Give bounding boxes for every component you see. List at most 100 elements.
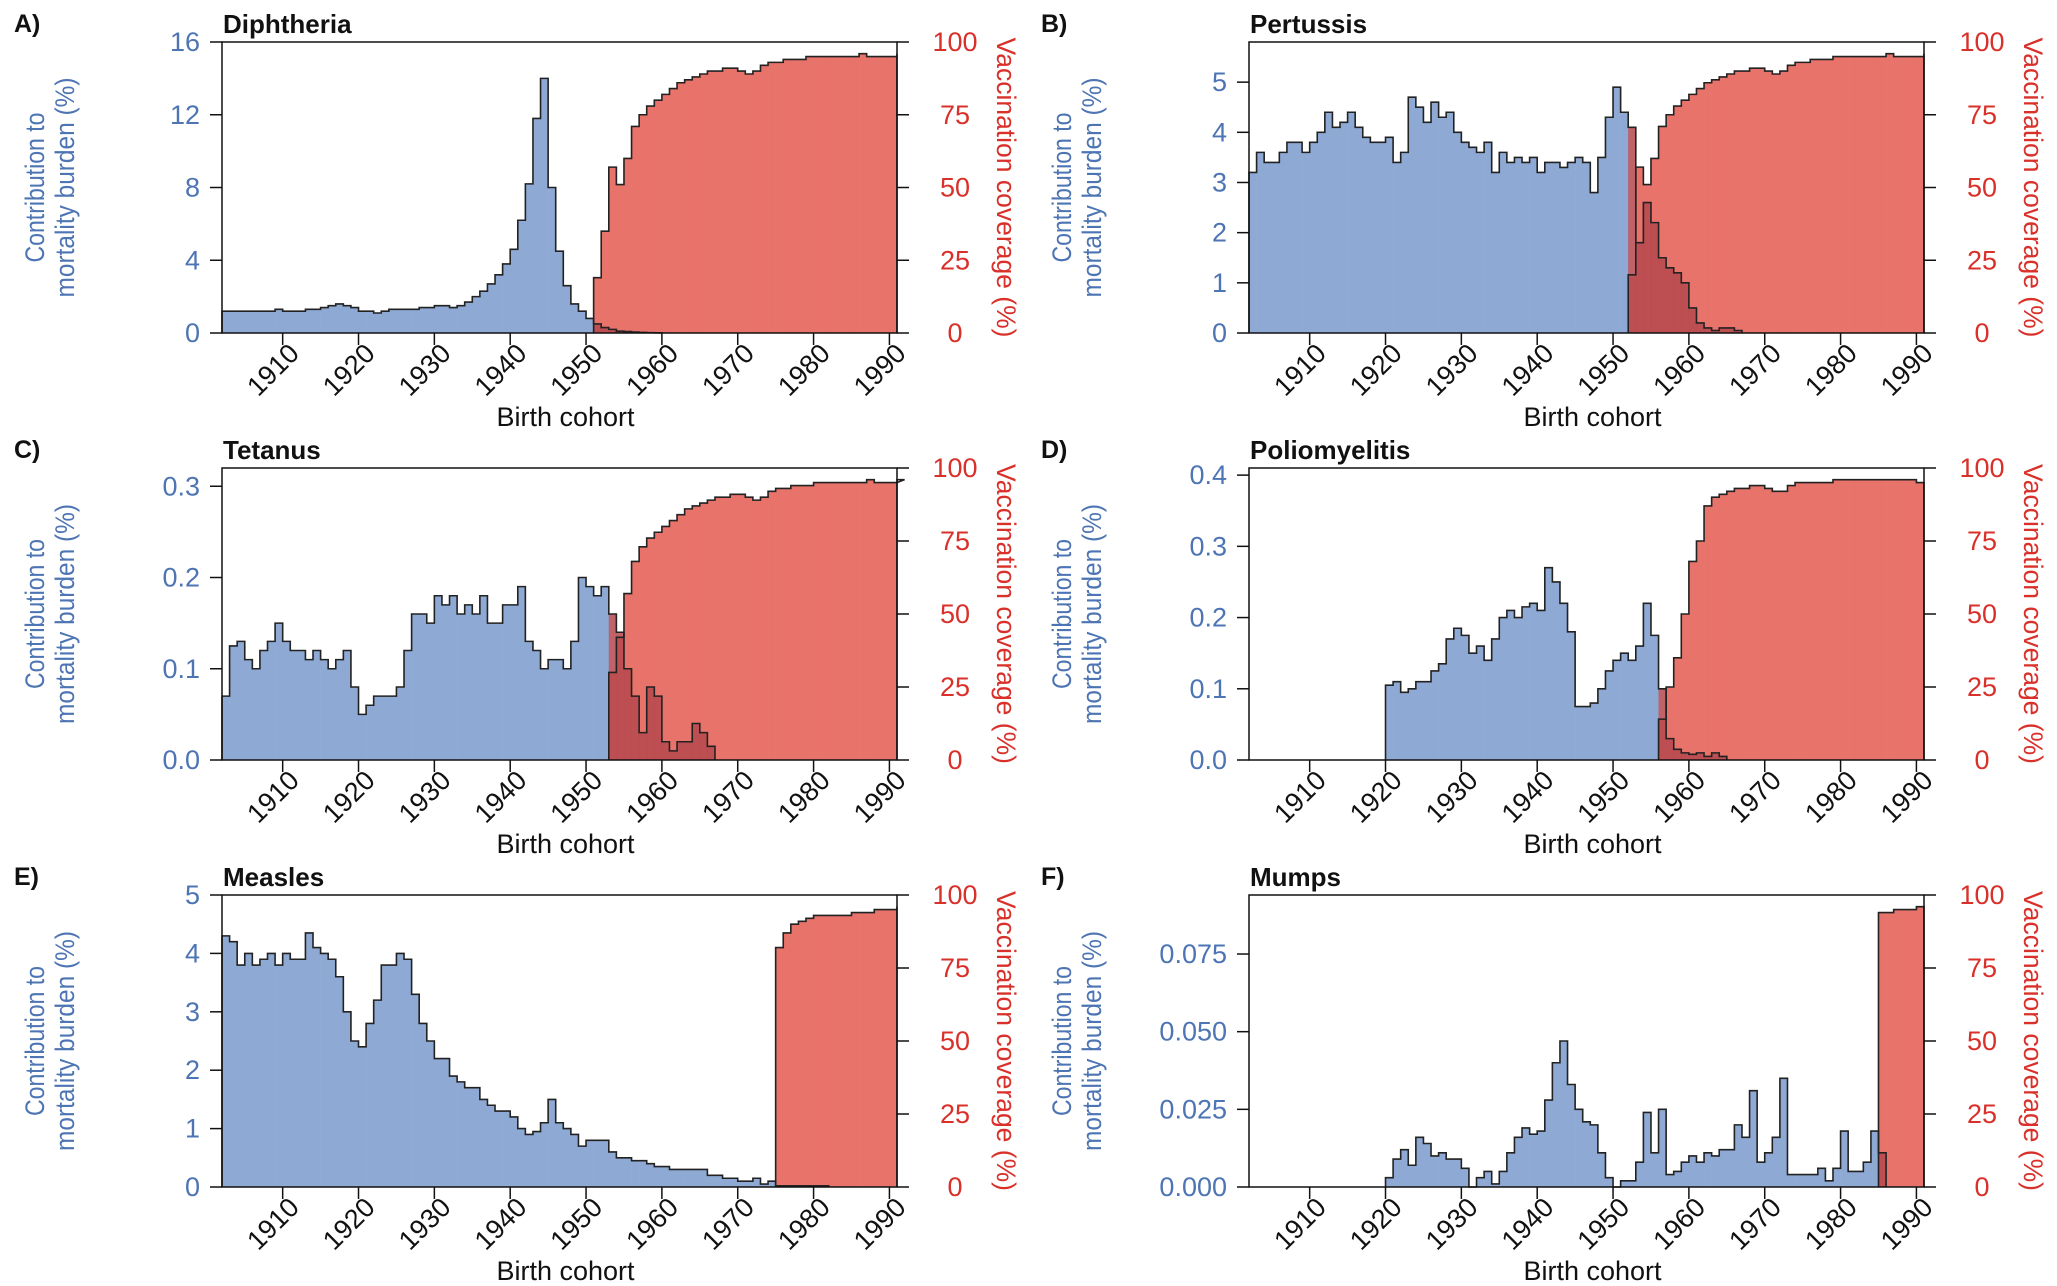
burden-bar: [1484, 660, 1492, 760]
coverage-bar: [859, 912, 867, 1187]
burden-bar: [1385, 685, 1394, 760]
burden-bar: [426, 307, 435, 333]
burden-bar: [593, 1140, 602, 1187]
burden-bar: [1249, 172, 1257, 333]
burden-bar: [1446, 638, 1455, 760]
burden-bar: [639, 732, 648, 760]
burden-bar: [282, 311, 291, 333]
burden-bar: [328, 305, 337, 333]
burden-bar: [586, 318, 594, 333]
x-tick-label: 1930: [1420, 338, 1484, 402]
right-tick-label: 100: [1959, 880, 2004, 910]
coverage-bar: [1901, 909, 1910, 1187]
burden-bar: [237, 641, 246, 760]
right-axis-label: Vaccination coverage (%): [2018, 464, 2048, 764]
coverage-bar: [1666, 687, 1675, 760]
coverage-bar: [1779, 71, 1788, 333]
right-tick-label: 50: [940, 599, 970, 629]
coverage-bar: [1901, 56, 1910, 334]
burden-bar: [472, 614, 481, 760]
burden-bars: [1249, 87, 1743, 333]
burden-bar: [532, 1131, 541, 1187]
burden-bar: [631, 696, 640, 760]
burden-bar: [768, 1181, 776, 1187]
burden-bar: [1567, 1084, 1576, 1187]
burden-bar: [1764, 1152, 1773, 1187]
burden-bar: [343, 1011, 352, 1187]
right-tick-label: 25: [1967, 672, 1997, 702]
coverage-bar: [752, 500, 761, 760]
x-tick-label: 1910: [241, 338, 305, 402]
left-tick-label: 0.2: [1189, 603, 1227, 633]
burden-bar: [1613, 87, 1621, 333]
burden-bar: [1719, 327, 1728, 333]
panel-letter: D): [1041, 436, 1067, 464]
x-tick-label: 1950: [1572, 765, 1636, 829]
coverage-bar: [1734, 488, 1743, 760]
burden-bar: [1256, 152, 1265, 333]
coverage-bars: [775, 909, 898, 1187]
coverage-bar: [821, 56, 830, 334]
coverage-bar: [866, 56, 875, 334]
x-tick-label: 1960: [620, 765, 684, 829]
coverage-bar: [1901, 479, 1910, 760]
burden-bar: [1650, 1152, 1659, 1187]
left-tick-label: 0.0: [1189, 745, 1227, 775]
burden-bar: [457, 1081, 465, 1187]
burden-bar: [1408, 1165, 1417, 1187]
coverage-bar: [699, 74, 708, 333]
x-tick-label: 1960: [1647, 765, 1711, 829]
left-tick-label: 4: [185, 938, 200, 968]
burden-bar: [495, 274, 503, 333]
burden-bar: [1370, 142, 1379, 333]
burden-bar: [426, 1041, 435, 1187]
burden-bar: [654, 696, 663, 760]
burden-bar: [1453, 132, 1462, 333]
burden-bar: [669, 750, 678, 760]
x-tick-label: 1940: [469, 1192, 533, 1256]
coverage-bar: [866, 912, 875, 1187]
x-tick-label: 1990: [1875, 1192, 1939, 1256]
burden-bar: [1499, 617, 1508, 760]
left-axis-label-line2: mortality burden (%): [1077, 504, 1107, 724]
left-tick-label: 4: [1212, 117, 1227, 147]
coverage-bar: [684, 79, 693, 333]
burden-bar: [1605, 117, 1614, 333]
burden-bar: [1696, 322, 1705, 333]
left-axis-label-line2: mortality burden (%): [50, 504, 80, 724]
burden-bar: [623, 668, 632, 760]
right-tick-label: 25: [1967, 1099, 1997, 1129]
burden-bar: [350, 1041, 359, 1187]
burden-bar: [517, 220, 526, 333]
burden-bar: [502, 263, 511, 333]
burden-bar: [222, 311, 230, 333]
burden-bar: [388, 965, 397, 1187]
coverage-bar: [1772, 74, 1781, 333]
burden-bar: [1870, 1131, 1879, 1187]
burden-bar: [1461, 635, 1470, 760]
burden-bar: [1673, 749, 1682, 760]
burden-bar: [1537, 1131, 1546, 1187]
coverage-bar: [707, 71, 716, 333]
x-tick-label: 1940: [1496, 765, 1560, 829]
burden-bar: [426, 623, 435, 760]
right-axis-label: Vaccination coverage (%): [2018, 891, 2048, 1191]
coverage-bar: [1764, 488, 1773, 760]
coverage-bar: [1908, 909, 1917, 1187]
coverage-bar: [1916, 482, 1925, 760]
burden-bar: [1286, 142, 1295, 333]
coverage-bar: [707, 500, 716, 760]
coverage-bar: [601, 231, 610, 333]
burden-bar: [1620, 1180, 1629, 1187]
burden-bar: [1696, 752, 1705, 760]
burden-bar: [1575, 706, 1584, 760]
burden-bar: [1817, 1168, 1826, 1187]
right-tick-label: 100: [932, 880, 977, 910]
coverage-outline: [774, 906, 898, 1187]
burden-bar: [1635, 242, 1644, 333]
burden-bar: [1552, 581, 1561, 760]
burden-bar: [1400, 692, 1409, 760]
burden-bar: [570, 641, 579, 760]
burden-bar: [1431, 102, 1439, 333]
